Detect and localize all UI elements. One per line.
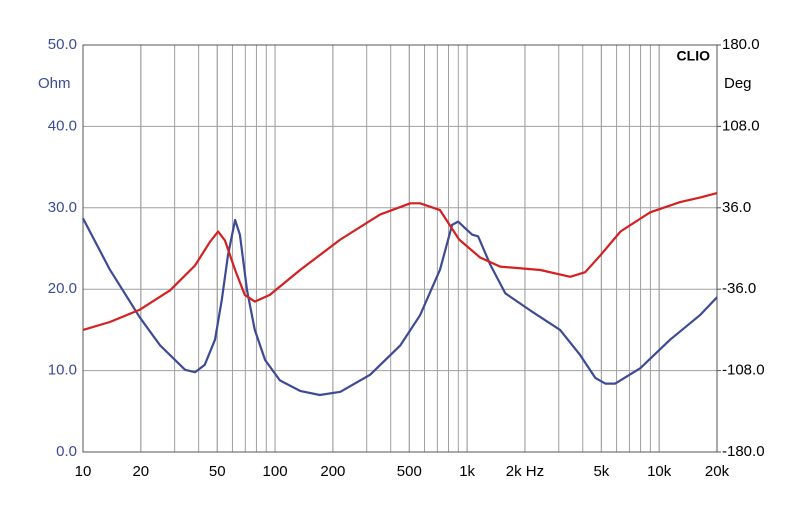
y-tick-label: 0.0 — [56, 443, 77, 460]
plot-area — [82, 44, 718, 453]
x-tick-label: 20k — [705, 463, 730, 480]
y-tick-label: 50.0 — [48, 36, 77, 53]
y2-axis-label: Deg — [724, 75, 752, 92]
x-tick-label: 50 — [209, 463, 226, 480]
y2-tick-label: 108.0 — [722, 117, 760, 134]
x-tick-label: 1k — [459, 463, 475, 480]
x-tick-label: 500 — [397, 463, 422, 480]
y2-tick-label: -180.0 — [722, 443, 765, 460]
x-tick-label: 2k Hz — [506, 463, 544, 480]
y2-tick-label: -36.0 — [722, 280, 756, 297]
x-tick-label: 20 — [132, 463, 149, 480]
x-tick-label: 10 — [75, 463, 92, 480]
x-tick-label: 200 — [320, 463, 345, 480]
y-axis-label: Ohm — [38, 75, 71, 92]
y-tick-label: 30.0 — [48, 199, 77, 216]
data-line — [82, 192, 718, 331]
x-tick-label: 10k — [647, 463, 672, 480]
y2-tick-label: -108.0 — [722, 362, 765, 379]
y-tick-label: 20.0 — [48, 280, 77, 297]
annotation: CLIO — [677, 48, 711, 64]
y2-tick-label: 36.0 — [722, 199, 751, 216]
data-line — [82, 217, 718, 397]
plot-frame — [82, 44, 718, 453]
x-tick-label: 100 — [263, 463, 288, 480]
x-tick-label: 5k — [593, 463, 609, 480]
y-tick-label: 10.0 — [48, 362, 77, 379]
y-tick-label: 40.0 — [48, 117, 77, 134]
y2-tick-label: 180.0 — [722, 36, 760, 53]
